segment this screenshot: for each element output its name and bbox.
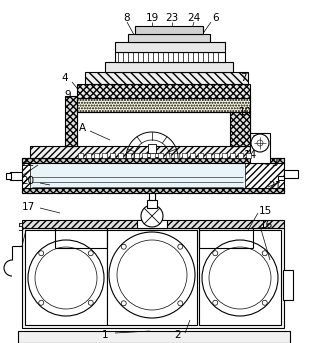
Bar — [190, 153, 195, 158]
Text: 22: 22 — [21, 158, 35, 168]
Bar — [128, 34, 210, 42]
Text: 14: 14 — [243, 150, 257, 160]
Bar — [199, 230, 281, 325]
Text: 9: 9 — [65, 90, 71, 100]
Bar — [118, 153, 123, 158]
Circle shape — [178, 244, 183, 249]
Circle shape — [251, 134, 269, 152]
Bar — [198, 153, 203, 158]
Circle shape — [39, 300, 44, 305]
Bar — [238, 153, 243, 158]
Bar — [150, 153, 155, 158]
Text: 15: 15 — [258, 206, 272, 216]
Bar — [182, 153, 187, 158]
Text: 21: 21 — [269, 181, 281, 191]
Bar — [283, 270, 293, 300]
Bar — [18, 331, 290, 343]
Bar — [158, 153, 163, 158]
Bar — [22, 158, 284, 163]
Bar — [115, 42, 225, 52]
Text: 20: 20 — [21, 176, 35, 186]
Circle shape — [88, 300, 93, 305]
Circle shape — [88, 251, 93, 256]
Text: 12: 12 — [246, 135, 260, 145]
Text: 2: 2 — [175, 330, 181, 340]
Text: 8: 8 — [124, 13, 130, 23]
Bar — [278, 176, 284, 180]
Circle shape — [262, 300, 267, 305]
Circle shape — [262, 251, 267, 256]
Circle shape — [141, 205, 163, 227]
Bar — [126, 153, 131, 158]
Bar — [6, 173, 11, 179]
Circle shape — [178, 301, 183, 306]
Circle shape — [109, 232, 195, 318]
Bar — [77, 98, 250, 112]
Bar — [230, 153, 235, 158]
Bar — [142, 153, 147, 158]
Bar — [134, 153, 139, 158]
Bar — [174, 153, 179, 158]
Bar — [10, 172, 22, 180]
Bar — [30, 146, 250, 158]
Circle shape — [39, 251, 44, 256]
Text: A: A — [78, 123, 86, 133]
Bar — [284, 170, 298, 178]
Bar — [135, 26, 203, 34]
Bar — [107, 230, 197, 325]
Text: 19: 19 — [145, 13, 159, 23]
Bar — [30, 163, 245, 190]
Bar — [214, 153, 219, 158]
Bar — [22, 158, 284, 193]
Text: 10: 10 — [239, 107, 252, 117]
Bar — [25, 230, 107, 325]
Bar — [246, 153, 251, 158]
Bar — [110, 153, 115, 158]
Bar — [65, 96, 77, 146]
Text: 5: 5 — [17, 223, 23, 233]
Bar — [105, 62, 233, 72]
Bar — [137, 220, 167, 228]
Bar — [230, 96, 250, 146]
Text: 23: 23 — [165, 13, 179, 23]
Bar — [145, 153, 159, 157]
Text: 1: 1 — [102, 330, 108, 340]
Bar — [85, 72, 248, 84]
Text: 4: 4 — [62, 73, 68, 83]
Text: 3: 3 — [271, 158, 277, 168]
Circle shape — [121, 301, 126, 306]
Bar — [86, 153, 91, 158]
Text: 17: 17 — [21, 202, 35, 212]
Circle shape — [213, 300, 218, 305]
Bar — [77, 112, 250, 158]
Bar — [149, 185, 155, 200]
Circle shape — [121, 244, 126, 249]
Bar — [22, 220, 284, 228]
Text: 16: 16 — [259, 220, 273, 230]
Text: 24: 24 — [187, 13, 201, 23]
Bar — [148, 144, 156, 158]
Bar — [206, 153, 211, 158]
Bar — [94, 153, 99, 158]
Bar — [115, 52, 225, 62]
Bar — [250, 133, 270, 163]
Text: 7: 7 — [240, 73, 246, 83]
Bar — [166, 153, 171, 158]
Bar — [22, 188, 284, 193]
Circle shape — [213, 251, 218, 256]
Text: 6: 6 — [213, 13, 219, 23]
Circle shape — [28, 240, 104, 316]
Bar — [147, 200, 157, 208]
Bar — [77, 84, 250, 98]
Bar — [22, 228, 284, 328]
Circle shape — [202, 240, 278, 316]
Bar — [102, 153, 107, 158]
Bar — [78, 153, 83, 158]
Bar — [222, 153, 227, 158]
